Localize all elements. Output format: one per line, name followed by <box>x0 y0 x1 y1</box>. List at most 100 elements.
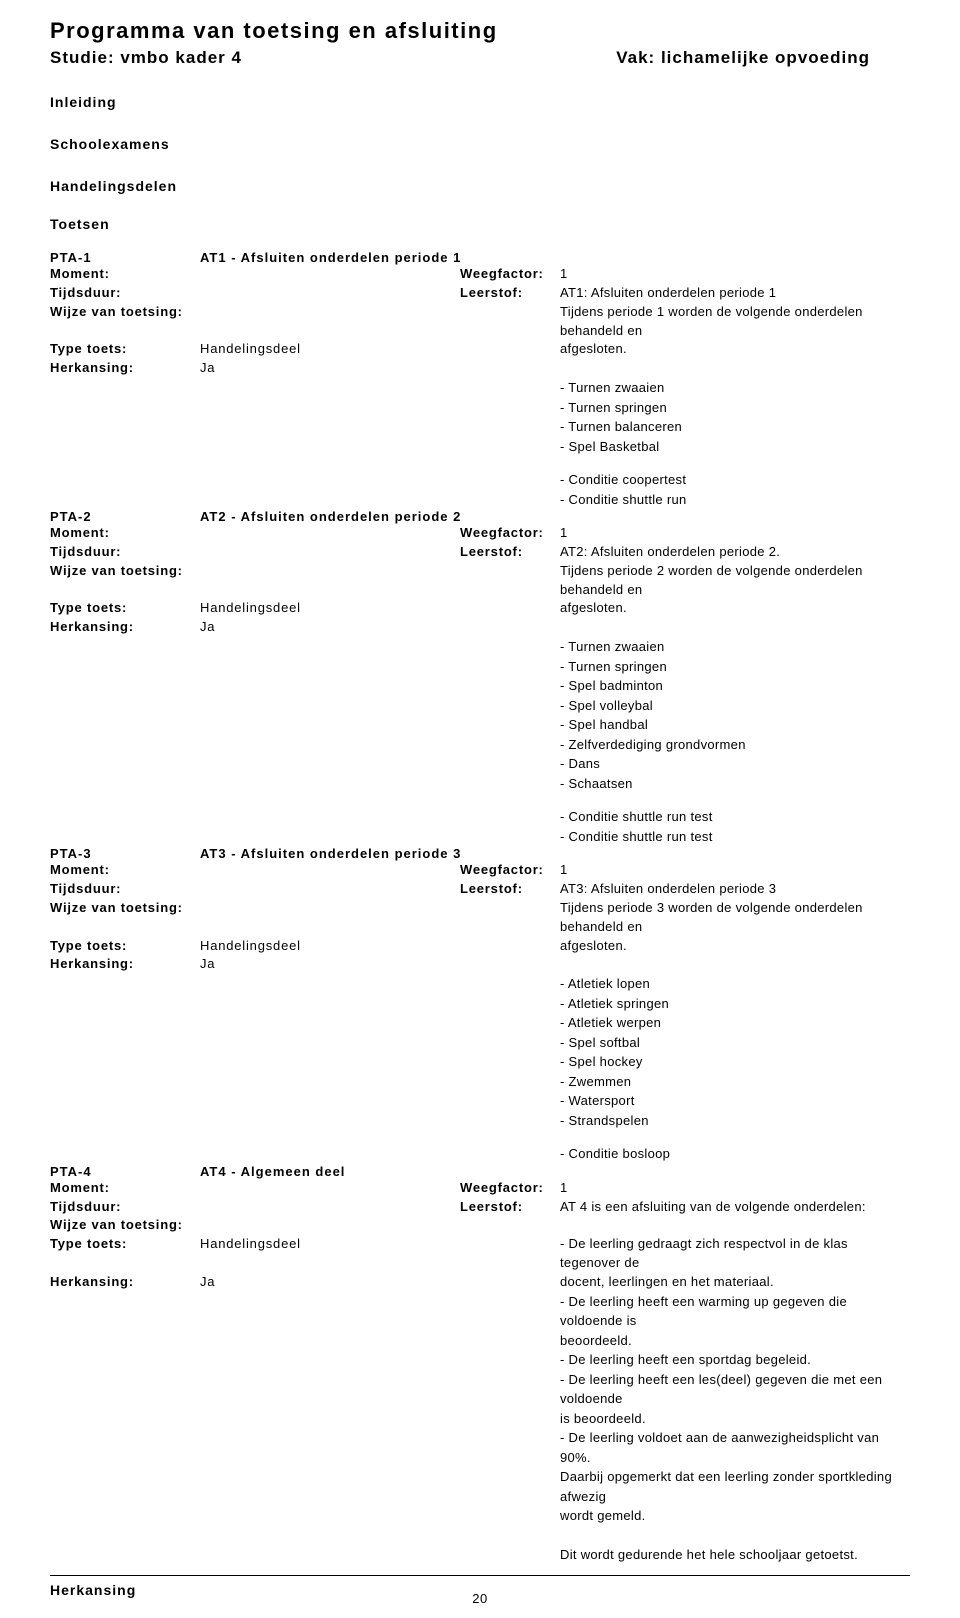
leerstof-line <box>560 618 910 637</box>
value-weegfactor: 1 <box>560 524 910 543</box>
pta-block: PTA-2AT2 - Afsluiten onderdelen periode … <box>50 509 910 793</box>
label-moment: Moment: <box>50 524 200 543</box>
value-herkansing: Ja <box>200 1273 460 1292</box>
leerstof-line: Tijdens periode 1 worden de volgende ond… <box>560 303 910 341</box>
row-type: Type toets:Handelingsdeel - De leerling g… <box>50 1235 910 1273</box>
value-weegfactor: 1 <box>560 1179 910 1198</box>
pta-title: AT2 - Afsluiten onderdelen periode 2 <box>200 509 461 524</box>
subject-line: Vak: lichamelijke opvoeding <box>616 48 870 68</box>
row-wijze: Wijze van toetsing:Tijdens periode 1 wor… <box>50 303 910 341</box>
leerstof-line: afgesloten. <box>560 937 910 956</box>
pta-code: PTA-2 <box>50 509 200 524</box>
row-type: Type toets:Handelingsdeel afgesloten. <box>50 937 910 956</box>
row-herkansing: Herkansing:Ja <box>50 359 910 378</box>
pta-addendum: - Conditie coopertest - Conditie shuttle… <box>560 470 910 509</box>
label-leerstof: Leerstof: <box>460 284 560 303</box>
label-weegfactor: Weegfactor: <box>460 1179 560 1198</box>
value-wijze <box>200 303 460 341</box>
leerstof-first-line: AT3: Afsluiten onderdelen periode 3 <box>560 880 910 899</box>
page-title: Programma van toetsing en afsluiting <box>50 18 910 44</box>
pta-header: PTA-2AT2 - Afsluiten onderdelen periode … <box>50 509 910 524</box>
pta-header: PTA-1AT1 - Afsluiten onderdelen periode … <box>50 250 910 265</box>
study-line: Studie: vmbo kader 4 <box>50 48 242 68</box>
value-moment <box>200 1179 460 1198</box>
row-moment: Moment: Weegfactor:1 <box>50 1179 910 1198</box>
value-wijze <box>200 899 460 937</box>
label-type: Type toets: <box>50 340 200 359</box>
value-tijdsduur <box>200 543 460 562</box>
leerstof-content: - Turnen zwaaien - Turnen springen - Tur… <box>560 378 910 456</box>
label-wijze: Wijze van toetsing: <box>50 562 200 600</box>
pta-block: PTA-1AT1 - Afsluiten onderdelen periode … <box>50 250 910 456</box>
pta-header: PTA-3AT3 - Afsluiten onderdelen periode … <box>50 846 910 861</box>
row-tijdsduur: Tijdsduur:Leerstof:AT2: Afsluiten onderd… <box>50 543 910 562</box>
page-number: 20 <box>0 1591 960 1606</box>
pta-title: AT4 - Algemeen deel <box>200 1164 345 1179</box>
value-type: Handelingsdeel <box>200 599 460 618</box>
label-tijdsduur: Tijdsduur: <box>50 284 200 303</box>
value-tijdsduur <box>200 284 460 303</box>
row-herkansing: Herkansing:Ja <box>50 955 910 974</box>
label-weegfactor: Weegfactor: <box>460 265 560 284</box>
leerstof-line: docent, leerlingen en het materiaal. <box>560 1273 910 1292</box>
label-type: Type toets: <box>50 599 200 618</box>
label-leerstof: Leerstof: <box>460 880 560 899</box>
label-type: Type toets: <box>50 937 200 956</box>
pta-code: PTA-3 <box>50 846 200 861</box>
leerstof-first-line: AT 4 is een afsluiting van de volgende o… <box>560 1198 910 1217</box>
row-tijdsduur: Tijdsduur:Leerstof:AT 4 is een afsluitin… <box>50 1198 910 1217</box>
value-type: Handelingsdeel <box>200 1235 460 1273</box>
row-herkansing: Herkansing:Ja <box>50 618 910 637</box>
leerstof-line <box>560 1216 910 1235</box>
value-weegfactor: 1 <box>560 861 910 880</box>
leerstof-line <box>560 955 910 974</box>
value-type: Handelingsdeel <box>200 937 460 956</box>
label-moment: Moment: <box>50 861 200 880</box>
subject-label: Vak: <box>616 48 655 67</box>
value-type: Handelingsdeel <box>200 340 460 359</box>
pta-code: PTA-4 <box>50 1164 200 1179</box>
label-moment: Moment: <box>50 1179 200 1198</box>
pta-block: PTA-4AT4 - Algemeen deelMoment: Weegfacto… <box>50 1164 910 1565</box>
leerstof-content: - De leerling heeft een warming up gegev… <box>560 1292 910 1565</box>
row-wijze: Wijze van toetsing:Tijdens periode 3 wor… <box>50 899 910 937</box>
label-leerstof: Leerstof: <box>460 543 560 562</box>
leerstof-content: - Turnen zwaaien - Turnen springen - Spe… <box>560 637 910 793</box>
row-wijze: Wijze van toetsing: <box>50 1216 910 1235</box>
row-wijze: Wijze van toetsing:Tijdens periode 2 wor… <box>50 562 910 600</box>
pta-block: PTA-3AT3 - Afsluiten onderdelen periode … <box>50 846 910 1130</box>
toetsen-container: PTA-1AT1 - Afsluiten onderdelen periode … <box>50 250 910 1565</box>
label-herkansing: Herkansing: <box>50 1273 200 1292</box>
leerstof-first-line: AT1: Afsluiten onderdelen periode 1 <box>560 284 910 303</box>
row-tijdsduur: Tijdsduur: Leerstof:AT1: Afsluiten onderd… <box>50 284 910 303</box>
leerstof-line: afgesloten. <box>560 340 910 359</box>
label-moment: Moment: <box>50 265 200 284</box>
label-wijze: Wijze van toetsing: <box>50 899 200 937</box>
pta-title: AT1 - Afsluiten onderdelen periode 1 <box>200 250 461 265</box>
page-container: Programma van toetsing en afsluiting Stu… <box>0 0 960 1618</box>
label-herkansing: Herkansing: <box>50 618 200 637</box>
label-type: Type toets: <box>50 1235 200 1273</box>
subtitle-row: Studie: vmbo kader 4 Vak: lichamelijke o… <box>50 48 910 68</box>
value-tijdsduur <box>200 880 460 899</box>
row-type: Type toets:Handelingsdeelafgesloten. <box>50 599 910 618</box>
leerstof-line: - De leerling gedraagt zich respectvol i… <box>560 1235 910 1273</box>
value-herkansing: Ja <box>200 955 460 974</box>
pta-addendum: - Conditie bosloop <box>560 1144 910 1164</box>
row-moment: Moment:Weegfactor:1 <box>50 524 910 543</box>
value-moment <box>200 861 460 880</box>
label-wijze: Wijze van toetsing: <box>50 1216 200 1235</box>
row-tijdsduur: Tijdsduur:Leerstof:AT3: Afsluiten onderd… <box>50 880 910 899</box>
leerstof-first-line: AT2: Afsluiten onderdelen periode 2. <box>560 543 910 562</box>
study-value: vmbo kader 4 <box>120 48 242 67</box>
divider-line <box>50 1575 910 1576</box>
study-label: Studie: <box>50 48 115 67</box>
label-herkansing: Herkansing: <box>50 955 200 974</box>
label-weegfactor: Weegfactor: <box>460 861 560 880</box>
section-schoolexamens: Schoolexamens <box>50 136 910 152</box>
pta-addendum: - Conditie shuttle run test - Conditie s… <box>560 807 910 846</box>
label-leerstof: Leerstof: <box>460 1198 560 1217</box>
row-type: Type toets:Handelingsdeel afgesloten. <box>50 340 910 359</box>
value-moment <box>200 524 460 543</box>
value-wijze <box>200 562 460 600</box>
